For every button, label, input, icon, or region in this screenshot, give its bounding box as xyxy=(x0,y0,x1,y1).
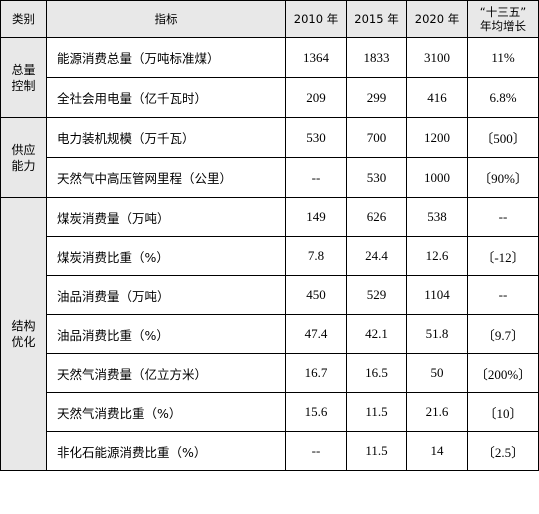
table-row: 结构 优化 煤炭消费量（万吨） 149 626 538 -- xyxy=(0,197,539,471)
value-2020-cell: 12.6 xyxy=(406,236,468,276)
value-2020-cell: 538 xyxy=(406,197,468,237)
value-2010-cell: 15.6 xyxy=(285,392,347,432)
value-2020-cell: 50 xyxy=(406,353,468,393)
value-2010-cell: -- xyxy=(285,157,347,198)
table-row: 非化石能源消费比重（%） -- 11.5 14 〔2.5〕 xyxy=(1,431,539,471)
table-row: 总量 控制 能源消费总量（万吨标准煤） 1364 1833 3100 11% xyxy=(0,37,539,118)
indicator-cell: 天然气中高压管网里程（公里） xyxy=(46,157,286,198)
indicator-cell: 电力装机规模（万千瓦） xyxy=(46,117,286,158)
value-2020-cell: 51.8 xyxy=(406,314,468,354)
value-2020-cell: 1200 xyxy=(406,117,468,158)
value-2015-cell: 299 xyxy=(346,77,407,118)
growth-cell: 〔200%〕 xyxy=(467,353,539,393)
growth-cell: 〔9.7〕 xyxy=(467,314,539,354)
header-growth-line2: 年均增长 xyxy=(480,19,526,33)
value-2015-cell: 700 xyxy=(346,117,407,158)
table-row: 天然气消费量（亿立方米） 16.7 16.5 50 〔200%〕 xyxy=(1,353,539,393)
value-2020-cell: 21.6 xyxy=(406,392,468,432)
value-2010-cell: 209 xyxy=(285,77,347,118)
value-2010-cell: 7.8 xyxy=(285,236,347,276)
value-2015-cell: 42.1 xyxy=(346,314,407,354)
value-2010-cell: 1364 xyxy=(285,37,347,78)
value-2020-cell: 416 xyxy=(406,77,468,118)
table-row: 油品消费比重（%） 47.4 42.1 51.8 〔9.7〕 xyxy=(1,314,539,354)
value-2010-cell: 450 xyxy=(285,275,347,315)
value-2010-cell: 16.7 xyxy=(285,353,347,393)
value-2010-cell: 149 xyxy=(285,197,347,237)
category-line1: 供应 xyxy=(11,142,36,157)
indicator-cell: 煤炭消费量（万吨） xyxy=(46,197,286,237)
table-row: 供应 能力 电力装机规模（万千瓦） 530 700 1200 〔500〕 xyxy=(0,117,539,198)
value-2020-cell: 3100 xyxy=(406,37,468,78)
table-row: 煤炭消费比重（%） 7.8 24.4 12.6 〔-12〕 xyxy=(1,236,539,276)
category-line2: 控制 xyxy=(11,78,36,93)
header-category: 类别 xyxy=(0,0,47,38)
indicator-cell: 全社会用电量（亿千瓦时） xyxy=(46,77,286,118)
table-row: 油品消费量（万吨） 450 529 1104 -- xyxy=(1,275,539,315)
growth-cell: -- xyxy=(467,275,539,315)
value-2015-cell: 529 xyxy=(346,275,407,315)
growth-cell: 〔-12〕 xyxy=(467,236,539,276)
category-line2: 优化 xyxy=(11,335,36,349)
category-cell-total-control: 总量 控制 xyxy=(0,37,47,118)
indicator-cell: 天然气消费比重（%） xyxy=(46,392,286,432)
growth-cell: 〔90%〕 xyxy=(467,157,539,198)
value-2020-cell: 1000 xyxy=(406,157,468,198)
indicator-cell: 非化石能源消费比重（%） xyxy=(46,431,286,471)
value-2010-cell: 47.4 xyxy=(285,314,347,354)
category-line1: 结构 xyxy=(11,319,36,333)
header-2010: 2010 年 xyxy=(285,0,347,38)
value-2015-cell: 1833 xyxy=(346,37,407,78)
growth-cell: 〔2.5〕 xyxy=(467,431,539,471)
category-line2: 能力 xyxy=(11,158,36,173)
growth-cell: 6.8% xyxy=(467,77,539,118)
value-2015-cell: 626 xyxy=(346,197,407,237)
header-row: 类别 指标 2010 年 2015 年 2020 年 “十三五” 年均增长 xyxy=(0,0,539,38)
value-2015-cell: 24.4 xyxy=(346,236,407,276)
value-2020-cell: 1104 xyxy=(406,275,468,315)
category-cell-supply-capacity: 供应 能力 xyxy=(0,117,47,198)
growth-cell: 〔500〕 xyxy=(467,117,539,158)
table-row: 天然气消费比重（%） 15.6 11.5 21.6 〔10〕 xyxy=(1,392,539,432)
growth-cell: 11% xyxy=(467,37,539,78)
indicator-cell: 油品消费比重（%） xyxy=(46,314,286,354)
header-growth-line1: “十三五” xyxy=(479,5,527,19)
table-row: 全社会用电量（亿千瓦时） 209 299 416 6.8% xyxy=(1,77,539,118)
growth-cell: 〔10〕 xyxy=(467,392,539,432)
energy-indicators-table: 类别 指标 2010 年 2015 年 2020 年 “十三五” 年均增长 总量… xyxy=(0,0,539,471)
growth-cell: -- xyxy=(467,197,539,237)
value-2015-cell: 11.5 xyxy=(346,431,407,471)
header-2015: 2015 年 xyxy=(346,0,407,38)
header-growth: “十三五” 年均增长 xyxy=(467,0,539,38)
indicator-cell: 油品消费量（万吨） xyxy=(46,275,286,315)
value-2010-cell: 530 xyxy=(285,117,347,158)
header-indicator: 指标 xyxy=(46,0,286,38)
category-cell-structure-optimization: 结构 优化 xyxy=(0,197,47,471)
value-2010-cell: -- xyxy=(285,431,347,471)
category-line1: 总量 xyxy=(11,62,36,77)
header-2020: 2020 年 xyxy=(406,0,468,38)
indicator-cell: 能源消费总量（万吨标准煤） xyxy=(46,37,286,78)
value-2020-cell: 14 xyxy=(406,431,468,471)
table-row: 天然气中高压管网里程（公里） -- 530 1000 〔90%〕 xyxy=(1,157,539,198)
value-2015-cell: 530 xyxy=(346,157,407,198)
indicator-cell: 煤炭消费比重（%） xyxy=(46,236,286,276)
value-2015-cell: 11.5 xyxy=(346,392,407,432)
value-2015-cell: 16.5 xyxy=(346,353,407,393)
indicator-cell: 天然气消费量（亿立方米） xyxy=(46,353,286,393)
